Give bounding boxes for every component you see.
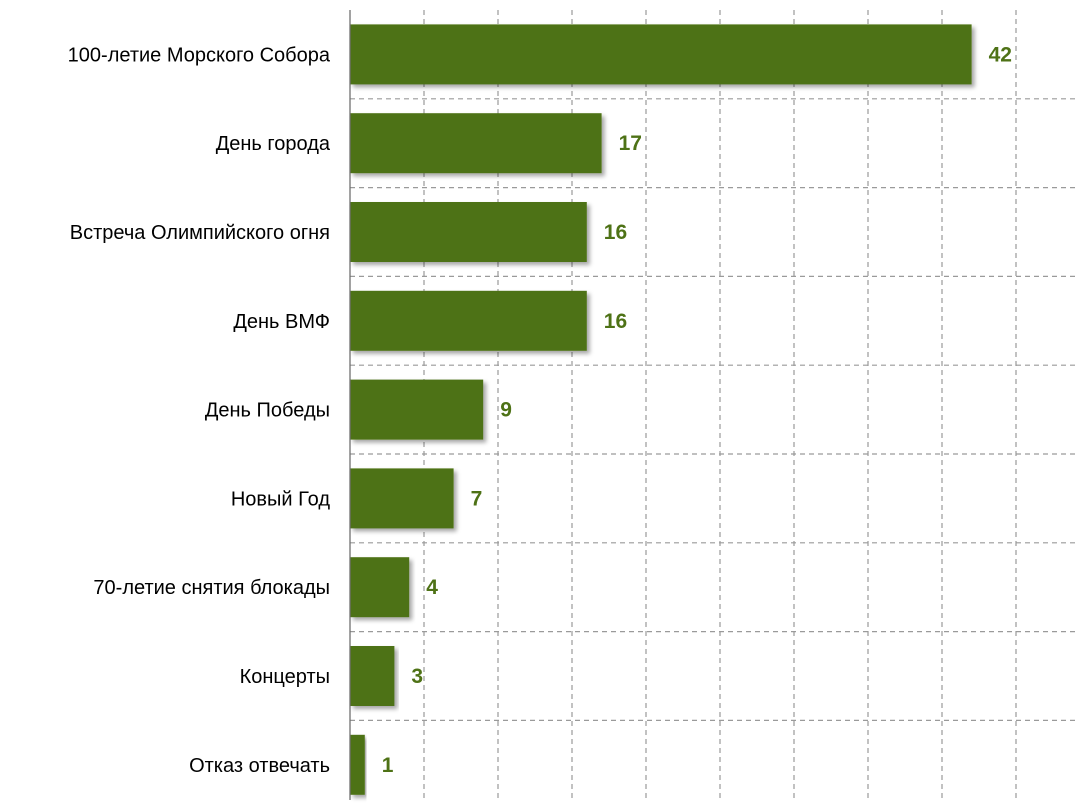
bar	[350, 734, 365, 795]
bar	[350, 202, 587, 262]
bar	[350, 290, 587, 351]
bar	[350, 113, 602, 174]
value-label: 42	[989, 43, 1012, 66]
category-label: Новый Год	[231, 488, 330, 510]
category-label: Концерты	[240, 666, 330, 688]
value-label: 1	[382, 754, 394, 777]
bar	[350, 379, 484, 440]
category-label: День ВМФ	[233, 311, 330, 333]
value-label: 4	[426, 576, 438, 599]
value-label: 3	[411, 665, 423, 688]
category-label: 70-летие снятия блокады	[93, 577, 330, 599]
bar	[350, 557, 410, 618]
bars	[350, 24, 972, 795]
value-label: 9	[500, 399, 512, 422]
category-label: День города	[216, 133, 331, 155]
value-label: 7	[471, 487, 483, 510]
bar	[350, 468, 454, 529]
value-labels: 42 17 16 16 9 7 4 3 1	[382, 43, 1012, 776]
category-label: Отказ отвечать	[189, 755, 330, 777]
category-labels: 100-летие Морского Собора День города Встр…	[68, 44, 331, 776]
bar	[350, 646, 395, 706]
value-label: 16	[604, 310, 627, 333]
category-label: Встреча Олимпийского огня	[70, 222, 330, 244]
category-label: 100-летие Морского Собора	[68, 44, 331, 66]
value-label: 17	[619, 132, 642, 155]
value-label: 16	[604, 221, 627, 244]
bar	[350, 24, 972, 85]
grid-lines	[350, 10, 1075, 800]
category-label: День Победы	[205, 400, 330, 422]
